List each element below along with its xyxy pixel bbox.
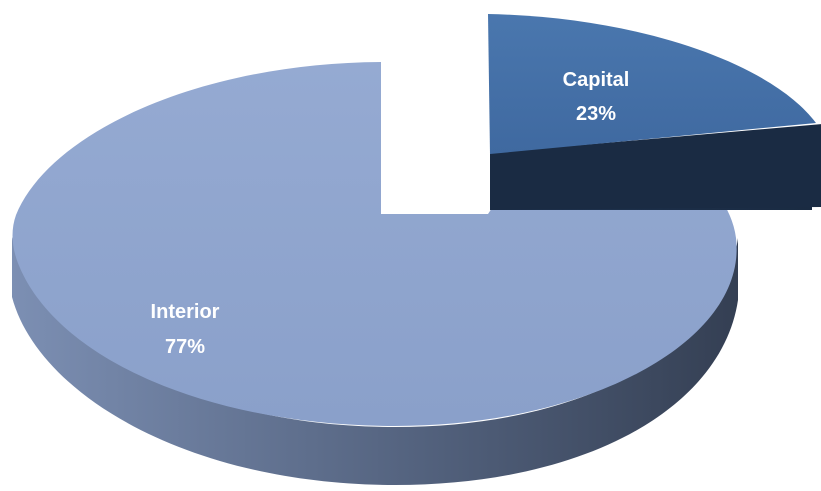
- slice-capital-side-wall: [490, 124, 821, 210]
- slice-value-capital: 23%: [576, 103, 616, 125]
- slice-label-capital: Capital: [563, 69, 630, 91]
- slice-interior-top: [12, 62, 737, 426]
- slice-value-interior: 77%: [165, 336, 205, 358]
- slice-capital-top: [488, 14, 816, 154]
- slice-interior: [12, 62, 738, 485]
- slice-capital: [488, 14, 821, 210]
- slice-label-interior: Interior: [151, 301, 220, 323]
- slice-interior-side: [12, 237, 738, 485]
